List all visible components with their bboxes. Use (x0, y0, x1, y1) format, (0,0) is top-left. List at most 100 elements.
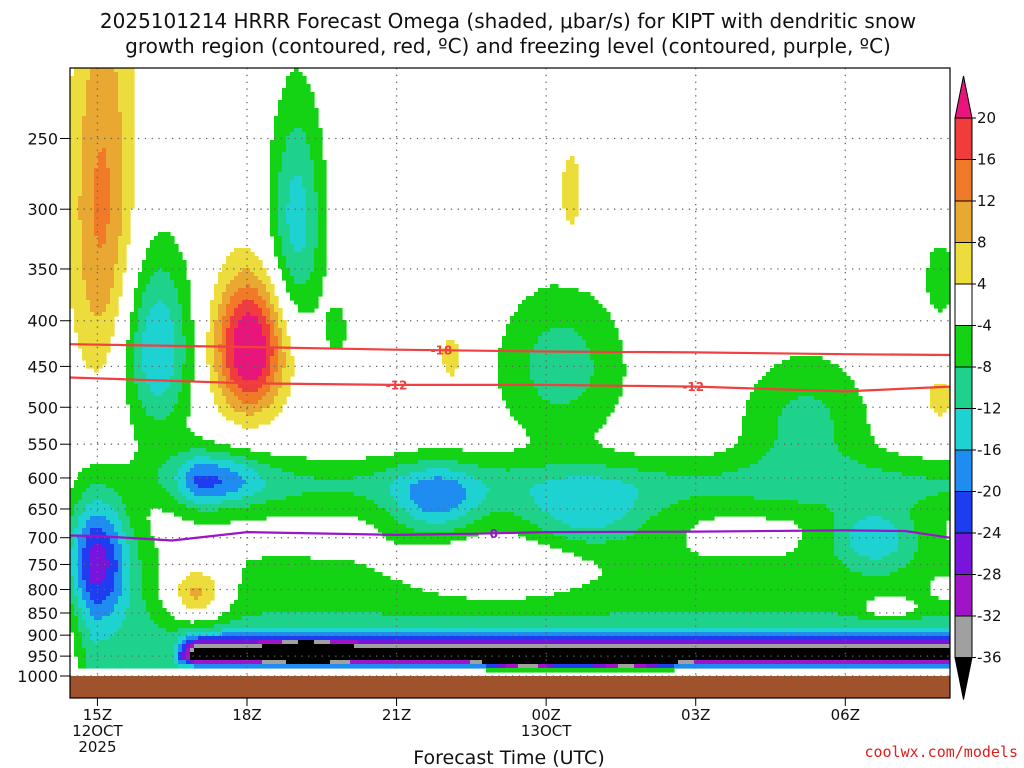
omega-cell (70, 584, 75, 589)
omega-cell (310, 152, 323, 157)
omega-cell (94, 204, 111, 209)
omega-cell (126, 384, 139, 389)
omega-cell (82, 184, 95, 189)
omega-cell (98, 164, 107, 169)
omega-cell (270, 200, 279, 205)
omega-cell (86, 648, 175, 653)
omega-cell (82, 240, 99, 245)
omega-cell (70, 248, 83, 253)
omega-cell (114, 604, 131, 609)
omega-cell (186, 656, 191, 661)
omega-cell (82, 116, 123, 121)
omega-cell (122, 200, 135, 205)
omega-cell (82, 152, 99, 157)
omega-cell (290, 224, 307, 229)
omega-cell (386, 468, 427, 473)
omega-cell (634, 532, 687, 537)
omega-cell (250, 268, 267, 273)
omega-cell (70, 504, 75, 509)
omega-cell (266, 376, 275, 381)
omega-cell (250, 284, 267, 289)
omega-cell (186, 496, 243, 501)
omega-cell (142, 592, 159, 597)
omega-cell (270, 328, 275, 333)
omega-cell (534, 344, 587, 349)
omega-cell (270, 232, 279, 237)
omega-cell (222, 300, 231, 305)
omega-cell (206, 448, 251, 453)
omega-cell (146, 284, 175, 289)
omega-cell (110, 180, 123, 185)
omega-cell (898, 540, 919, 545)
omega-cell (74, 612, 83, 617)
omega-cell (218, 372, 223, 377)
omega-cell (926, 288, 950, 293)
omega-cell (118, 92, 135, 97)
omega-cell (114, 488, 167, 493)
omega-cell (82, 168, 95, 173)
omega-cell (538, 540, 587, 545)
omega-cell (286, 204, 307, 209)
colorbar-label: -12 (977, 400, 1002, 418)
omega-cell (90, 528, 103, 533)
omega-cell (202, 588, 215, 593)
omega-cell (270, 212, 279, 217)
omega-cell (182, 596, 195, 601)
omega-cell (82, 348, 111, 353)
omega-cell (254, 468, 283, 473)
omega-cell (230, 468, 255, 473)
omega-cell (130, 420, 187, 425)
omega-cell (70, 204, 79, 209)
omega-cell (278, 352, 287, 357)
omega-cell (274, 124, 319, 129)
omega-cell (870, 556, 883, 561)
colorbar-label: -36 (977, 649, 1002, 667)
omega-cell (314, 180, 327, 185)
omega-cell (286, 76, 307, 81)
omega-cell (294, 280, 307, 285)
omega-cell (638, 488, 950, 493)
omega-cell (106, 228, 123, 233)
omega-cell (114, 556, 123, 561)
omega-cell (74, 504, 87, 509)
omega-cell (518, 304, 603, 309)
omega-cell (826, 404, 867, 409)
omega-cell (310, 156, 323, 161)
omega-cell (278, 216, 287, 221)
omega-cell (166, 628, 179, 633)
omega-cell (866, 516, 883, 521)
omega-cell (106, 156, 123, 161)
omega-cell (386, 536, 467, 541)
omega-cell (530, 360, 595, 365)
omega-cell (578, 332, 619, 337)
omega-cell (70, 76, 91, 81)
omega-cell (274, 116, 319, 121)
omega-cell (82, 356, 107, 361)
omega-cell (166, 388, 183, 393)
omega-cell (738, 440, 775, 445)
omega-cell (286, 496, 367, 501)
omega-cell (302, 184, 315, 189)
omega-cell (106, 556, 115, 561)
omega-cell (914, 528, 947, 533)
omega-cell (770, 448, 839, 453)
omega-cell (142, 560, 159, 565)
omega-cell (110, 200, 123, 205)
omega-cell (134, 380, 147, 385)
omega-cell (566, 476, 603, 481)
omega-cell (226, 356, 235, 361)
omega-cell (458, 516, 483, 521)
omega-cell (238, 584, 411, 589)
colorbar-swatch (954, 200, 973, 243)
omega-cell (118, 540, 127, 545)
omega-cell (78, 552, 83, 557)
omega-cell (86, 80, 119, 85)
omega-cell (134, 436, 203, 441)
omega-cell (102, 528, 115, 533)
omega-cell (258, 376, 267, 381)
omega-cell (830, 416, 867, 421)
omega-cell (214, 396, 227, 401)
omega-cell (130, 556, 139, 561)
omega-cell (70, 552, 79, 557)
omega-cell (534, 380, 591, 385)
